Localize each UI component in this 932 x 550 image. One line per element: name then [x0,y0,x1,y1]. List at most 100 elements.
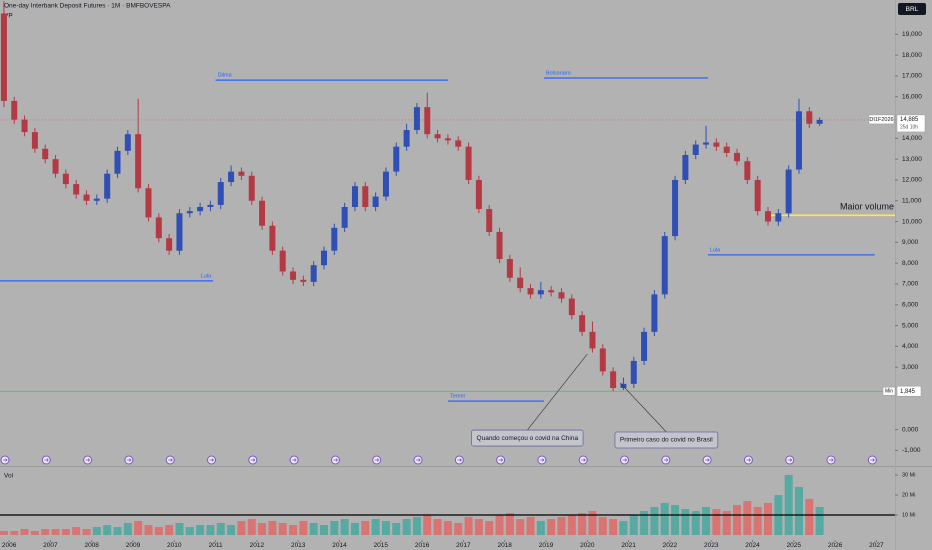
currency-label[interactable]: BRL [906,6,919,13]
event-icon-glyph [209,458,215,462]
candle-body [713,142,720,147]
volume-bar [258,523,267,535]
volume-bar [433,519,442,535]
volume-bar [289,525,298,535]
volume-bar [165,525,174,535]
candle-body [52,159,59,174]
volume-bar [495,515,504,535]
volume-bar [722,511,731,535]
y-tick-label: 6,000 [902,301,919,308]
x-tick-label: 2020 [580,542,595,549]
indicator-label: VP [4,13,13,20]
candle-body [806,111,813,124]
volume-bar [474,519,483,535]
event-icon-glyph [498,458,504,462]
callout-text: Quando começou o covid na China [477,435,579,442]
candle-body [145,188,152,218]
volume-bar [712,509,721,535]
event-icon-glyph [85,458,91,462]
volume-bar [485,521,494,535]
volume-bar [227,525,236,535]
volume-bar [340,519,349,535]
volume-bar [681,509,690,535]
event-icon-glyph [663,458,669,462]
candle-body [682,154,689,180]
event-icon-glyph [416,458,421,462]
candle-body [816,119,823,124]
candle-body [455,140,462,147]
event-icon-glyph [870,458,875,462]
event-icon-glyph [44,458,49,462]
y-tick-label: 16,000 [902,93,922,100]
x-tick-label: 2013 [291,542,306,549]
period-label: Dilma [218,73,233,79]
candle-body [424,107,431,135]
volume-bar [691,511,700,535]
volume-bar [702,507,711,535]
y-tick-label: 18,000 [902,52,922,59]
candle-body [558,292,565,299]
volume-tick-label: 20 Mi [902,492,915,498]
y-tick-label: 0,000 [902,426,919,433]
y-tick-label: 12,000 [902,177,922,184]
volume-bar [619,521,628,535]
candle-body [155,217,162,239]
volume-bar [660,503,669,535]
volume-bar [443,521,452,535]
last-price-label: 14,885 [900,117,919,123]
volume-bar [392,523,401,535]
candle-body [589,331,596,349]
x-tick-label: 2022 [663,542,678,549]
y-tick-label: 5,000 [902,322,919,329]
candle-body [764,211,771,222]
volume-bar [278,523,287,535]
event-icon-glyph [292,458,297,462]
candle-body [775,213,782,222]
candle-body [527,288,534,295]
volume-bar [299,521,308,535]
volume-bar [753,507,762,535]
candle-body [104,173,111,199]
min-text: Min [885,389,893,395]
candle-body [228,171,235,183]
candle-body [579,315,586,332]
x-tick-label: 2025 [787,542,802,549]
highlight-label: Maior volume [840,202,894,212]
event-icon-glyph [3,458,8,462]
candle-body [434,134,441,139]
candle-body [568,298,575,316]
y-tick-label: 4,000 [902,343,919,350]
volume-title: Vol [4,473,14,480]
candle-body [259,200,266,226]
volume-bar [381,521,390,535]
candle-body [207,204,214,207]
candle-body [517,277,524,289]
candle-body [248,175,255,201]
period-label: Lula [201,273,212,279]
x-tick-label: 2014 [332,542,347,549]
volume-bar [113,527,122,535]
period-label: Lula [710,247,721,253]
event-icon-glyph [539,458,545,462]
volume-bar [175,523,184,535]
volume-bar [598,517,607,535]
x-tick-label: 2026 [828,542,843,549]
currency-badge[interactable] [898,3,926,15]
candle-body [672,179,679,237]
candle-body [723,146,730,153]
candle-body [135,134,142,189]
event-icon-glyph [787,458,793,462]
candle-body [341,206,348,228]
volume-bar [412,517,421,535]
volume-bar [805,499,814,535]
event-icon-glyph [168,458,173,462]
x-tick-label: 2015 [374,542,389,549]
volume-bar [464,517,473,535]
candle-body [11,100,18,120]
volume-bar [72,527,81,535]
candle-body [641,331,648,361]
volume-bar [82,529,91,535]
candle-body [548,290,555,293]
candle-body [795,111,802,170]
volume-bar [330,521,339,535]
